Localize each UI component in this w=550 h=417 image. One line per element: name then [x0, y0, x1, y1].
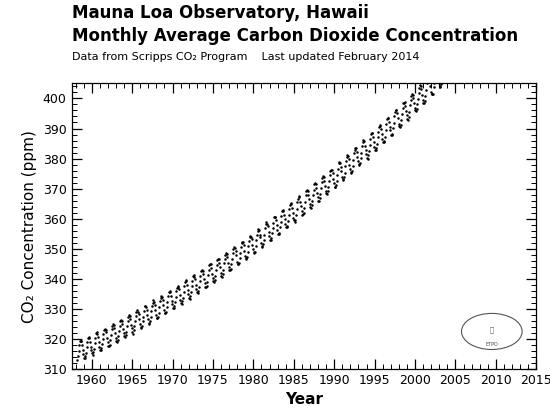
Text: Monthly Average Carbon Dioxide Concentration: Monthly Average Carbon Dioxide Concentra…	[72, 27, 518, 45]
Text: Data from Scripps CO₂ Program    Last updated February 2014: Data from Scripps CO₂ Program Last updat…	[72, 52, 419, 62]
X-axis label: Year: Year	[285, 392, 323, 407]
Y-axis label: CO₂ Concentration (ppm): CO₂ Concentration (ppm)	[22, 130, 37, 323]
Text: 🚢: 🚢	[490, 327, 494, 333]
Ellipse shape	[461, 314, 522, 349]
Text: Mauna Loa Observatory, Hawaii: Mauna Loa Observatory, Hawaii	[72, 4, 368, 22]
Text: ETPO: ETPO	[486, 342, 498, 347]
